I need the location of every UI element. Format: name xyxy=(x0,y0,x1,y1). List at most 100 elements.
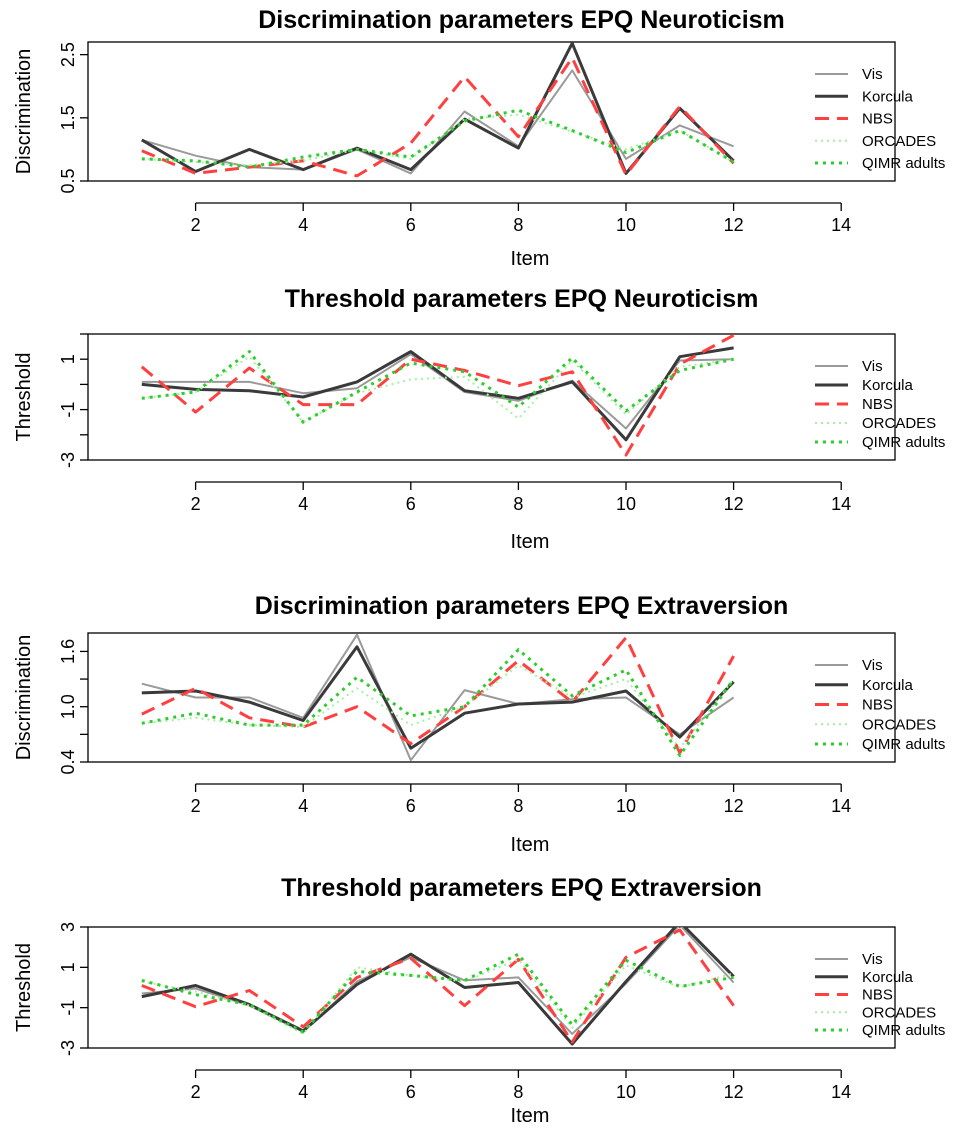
x-tick-label: 2 xyxy=(191,796,201,816)
legend-label: Korcula xyxy=(862,377,914,394)
legend-label: NBS xyxy=(862,396,893,413)
series-line-vis xyxy=(141,927,735,1035)
legend-label: NBS xyxy=(862,697,893,714)
plot-frame xyxy=(87,632,896,763)
legend-label: QIMR adults xyxy=(862,434,945,451)
x-tick-label: 14 xyxy=(831,215,851,235)
legend: Vis Korcula NBS ORCADES QIMR adults xyxy=(815,358,945,451)
y-tick-label: 1.6 xyxy=(58,639,78,664)
y-tick-label: 1 xyxy=(58,962,78,972)
legend-label: Korcula xyxy=(862,969,914,986)
legend-label: ORCADES xyxy=(862,1004,936,1021)
series-line-orcades xyxy=(141,664,735,750)
y-axis-label: Discrimination xyxy=(13,635,35,761)
chart-title: Discrimination parameters EPQ Extraversi… xyxy=(255,592,789,620)
series-line-korcula xyxy=(141,927,735,1046)
y-axis-label: Threshold xyxy=(13,353,35,442)
x-tick-label: 6 xyxy=(406,494,416,514)
plot-frame xyxy=(87,41,896,182)
x-axis-label: Item xyxy=(511,834,550,856)
y-tick-label: -3 xyxy=(58,1040,78,1056)
legend-label: Korcula xyxy=(862,677,914,694)
series-line-nbs xyxy=(140,334,735,457)
x-tick-label: 12 xyxy=(724,1082,744,1102)
series-line-korcula xyxy=(141,346,734,442)
series-line-nbs xyxy=(141,928,735,1044)
y-tick-label: 0.4 xyxy=(58,749,78,774)
legend: Vis Korcula NBS ORCADES QIMR adults xyxy=(815,66,945,172)
y-tick-label: 1.5 xyxy=(58,105,78,130)
plot-frame xyxy=(87,926,896,1049)
legend-label: QIMR adults xyxy=(862,155,945,172)
legend-label: QIMR adults xyxy=(862,736,945,753)
x-tick-label: 10 xyxy=(616,796,636,816)
chart-title: Threshold parameters EPQ Extraversion xyxy=(281,874,762,902)
series-line-nbs xyxy=(141,636,735,755)
x-axis-label: Item xyxy=(511,1105,550,1127)
chart-4: Threshold parameters EPQ Extraversion 2 4 6… xyxy=(13,874,945,1127)
chart-3: Discrimination parameters EPQ Extraversi… xyxy=(13,592,945,856)
series-line-korcula xyxy=(141,42,735,175)
legend: Vis Korcula NBS ORCADES QIMR adults xyxy=(815,657,945,753)
y-tick-label: -1 xyxy=(58,402,78,418)
x-tick-label: 4 xyxy=(298,215,308,235)
x-tick-label: 8 xyxy=(513,796,523,816)
x-tick-label: 6 xyxy=(406,1082,416,1102)
series-line-nbs xyxy=(141,56,735,178)
x-tick-label: 10 xyxy=(616,494,636,514)
x-tick-label: 8 xyxy=(513,1082,523,1102)
x-tick-label: 4 xyxy=(298,494,308,514)
x-axis-label: Item xyxy=(511,531,550,553)
x-tick-label: 8 xyxy=(513,215,523,235)
x-axis-label: Item xyxy=(511,248,550,270)
chart-title: Threshold parameters EPQ Neuroticism xyxy=(285,285,759,313)
x-tick-label: 12 xyxy=(724,494,744,514)
legend-label: NBS xyxy=(862,987,893,1004)
legend-label: Vis xyxy=(862,358,883,375)
x-tick-label: 14 xyxy=(831,796,851,816)
legend-label: NBS xyxy=(862,111,893,128)
y-axis-label: Discrimination xyxy=(13,49,35,175)
x-tick-label: 10 xyxy=(616,215,636,235)
legend-label: ORCADES xyxy=(862,415,936,432)
x-tick-label: 6 xyxy=(406,215,416,235)
x-tick-label: 2 xyxy=(191,215,201,235)
y-tick-label: 2.5 xyxy=(58,42,78,67)
x-tick-label: 4 xyxy=(298,796,308,816)
x-tick-label: 14 xyxy=(831,1082,851,1102)
legend-label: Korcula xyxy=(862,88,914,105)
x-tick-label: 10 xyxy=(616,1082,636,1102)
chart-1: Discrimination parameters EPQ Neuroticis… xyxy=(13,6,945,270)
x-tick-label: 2 xyxy=(191,1082,201,1102)
y-axis-label: Threshold xyxy=(13,943,35,1032)
x-tick-label: 12 xyxy=(724,796,744,816)
series-line-qimr-adults xyxy=(141,952,734,1034)
x-tick-label: 2 xyxy=(191,494,201,514)
y-tick-label: 0.5 xyxy=(58,168,78,193)
series-line-korcula xyxy=(141,645,735,750)
series-line-qimr-adults xyxy=(141,108,735,169)
y-tick-label: -1 xyxy=(58,1000,78,1016)
x-tick-label: 4 xyxy=(298,1082,308,1102)
legend-label: ORCADES xyxy=(862,716,936,733)
series-line-qimr-adults xyxy=(141,648,735,757)
series-line-qimr-adults xyxy=(141,350,734,424)
x-tick-label: 6 xyxy=(406,796,416,816)
legend-label: QIMR adults xyxy=(862,1022,945,1039)
legend-label: Vis xyxy=(862,66,883,83)
plot-frame xyxy=(87,333,896,461)
chart-title: Discrimination parameters EPQ Neuroticis… xyxy=(258,6,785,34)
legend-label: ORCADES xyxy=(862,133,936,150)
x-tick-label: 14 xyxy=(831,494,851,514)
legend-label: Vis xyxy=(862,951,883,968)
y-tick-label: 3 xyxy=(58,922,78,932)
chart-2: Threshold parameters EPQ Neuroticism 2 4 6 8… xyxy=(13,285,945,553)
y-tick-label: -3 xyxy=(58,452,78,468)
y-tick-label: 1.0 xyxy=(58,694,78,719)
x-tick-label: 8 xyxy=(513,494,523,514)
series-line-vis xyxy=(141,353,734,430)
x-tick-label: 12 xyxy=(724,215,744,235)
legend-label: Vis xyxy=(862,657,883,674)
